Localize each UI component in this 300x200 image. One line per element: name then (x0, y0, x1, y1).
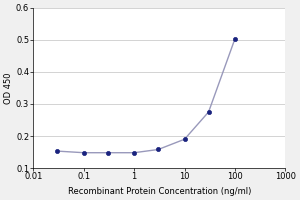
X-axis label: Recombinant Protein Concentration (ng/ml): Recombinant Protein Concentration (ng/ml… (68, 187, 251, 196)
Y-axis label: OD 450: OD 450 (4, 72, 13, 104)
